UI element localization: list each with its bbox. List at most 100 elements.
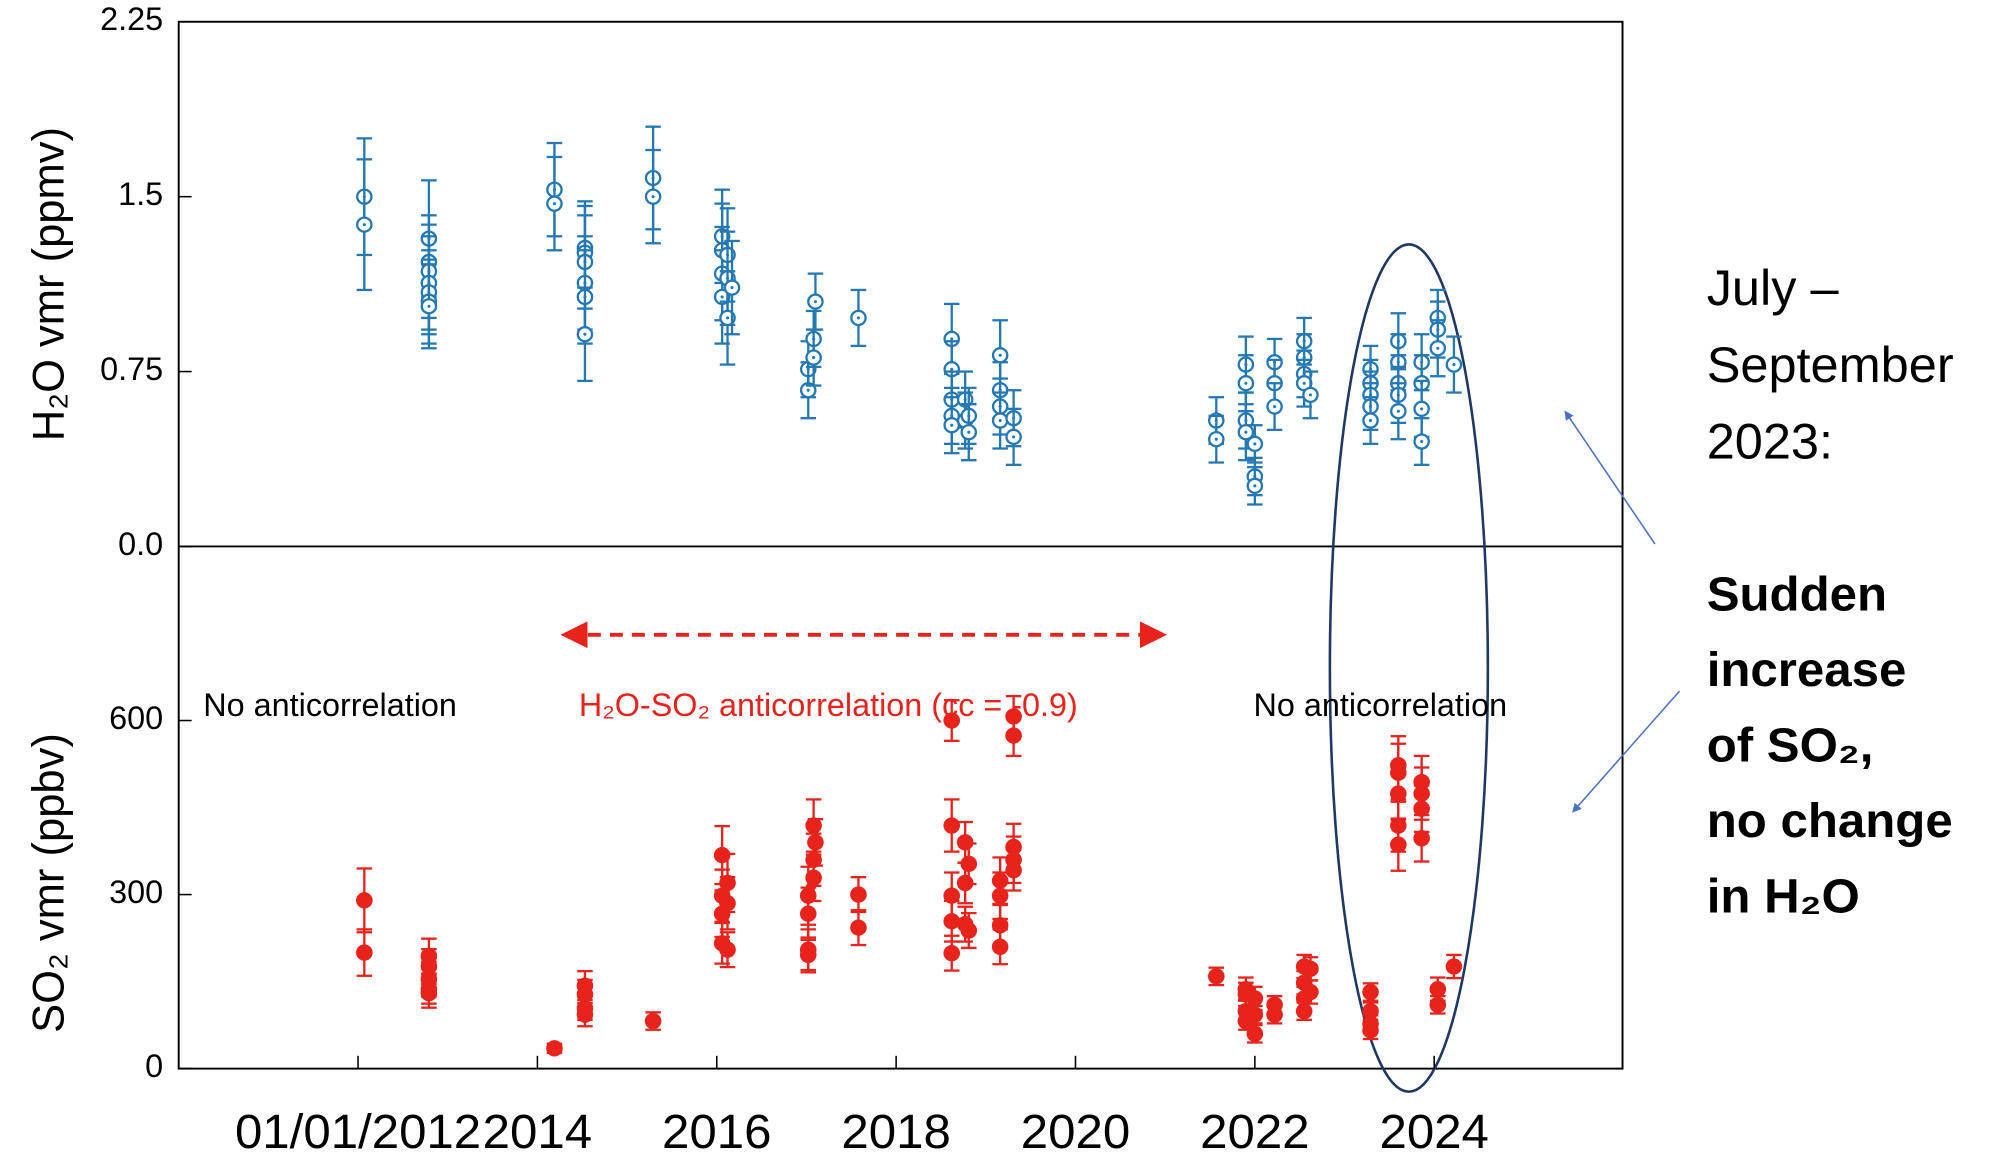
data-point xyxy=(1246,1006,1264,1023)
data-point xyxy=(1302,960,1319,978)
data-point-dot xyxy=(1452,363,1456,367)
data-point xyxy=(356,944,373,961)
x-tick-label: 2014 xyxy=(483,1105,592,1159)
data-point-dot xyxy=(1253,442,1257,446)
data-point-dot xyxy=(1420,439,1424,444)
data-point xyxy=(960,855,978,873)
data-point xyxy=(1246,990,1264,1007)
annotation: H₂O-SO₂ anticorrelation (cc = -0.9) xyxy=(579,687,1078,723)
data-point xyxy=(356,892,373,909)
data-point-dot xyxy=(998,353,1002,357)
side-note-bold: increase xyxy=(1707,643,1907,697)
y-axis-label: SO₂ vmr (ppbv) xyxy=(24,733,73,1033)
data-point-dot xyxy=(1244,381,1248,385)
data-point-dot xyxy=(725,316,730,320)
data-point-dot xyxy=(1436,346,1440,350)
data-point xyxy=(1445,958,1463,975)
side-note: 2023: xyxy=(1707,414,1833,470)
annotation: No anticorrelation xyxy=(1253,687,1507,723)
x-tick-label: 2024 xyxy=(1379,1105,1488,1159)
y-tick-label: 0.75 xyxy=(100,351,163,387)
data-point-dot xyxy=(1308,393,1312,397)
data-point-dot xyxy=(552,202,557,206)
data-point-dot xyxy=(813,300,817,304)
highlight-ellipse xyxy=(1328,243,1490,1093)
x-tick-label: 2022 xyxy=(1200,1105,1309,1159)
data-point xyxy=(943,712,961,729)
data-point xyxy=(1429,996,1447,1013)
data-point xyxy=(1413,830,1430,847)
x-tick-label: 2016 xyxy=(662,1105,771,1159)
data-point-dot xyxy=(1396,409,1400,413)
data-point xyxy=(850,919,867,936)
data-point-dot xyxy=(427,304,431,308)
data-point xyxy=(1005,862,1022,879)
y-tick-label: 0 xyxy=(145,1048,163,1084)
y-tick-label: 1.5 xyxy=(118,176,163,212)
data-point xyxy=(991,938,1009,955)
data-point-dot xyxy=(856,316,861,320)
data-point-dot xyxy=(720,295,724,299)
data-point-dot xyxy=(812,356,816,360)
data-point xyxy=(576,1006,594,1023)
data-point-dot xyxy=(1253,484,1257,488)
side-note-bold: Sudden xyxy=(1707,568,1887,622)
data-point xyxy=(943,817,961,834)
data-point-dot xyxy=(1420,407,1424,411)
data-point xyxy=(850,886,867,903)
data-point xyxy=(1362,1022,1379,1039)
data-point xyxy=(713,846,731,864)
side-notes: July – September 2023: Sudden increase of SO₂… xyxy=(1707,260,1954,923)
data-point xyxy=(1207,968,1225,985)
data-point-dot xyxy=(950,337,954,341)
data-point xyxy=(546,1040,563,1057)
data-point-dot xyxy=(1368,419,1373,423)
data-point xyxy=(1295,1002,1313,1020)
data-point-dot xyxy=(730,286,734,290)
data-point xyxy=(956,874,974,892)
y-tick-label: 2.25 xyxy=(100,1,163,37)
data-point-dot xyxy=(1214,437,1218,441)
pointer-arrow xyxy=(1572,690,1681,813)
data-point-dot xyxy=(1273,405,1277,409)
data-point xyxy=(644,1012,662,1030)
data-point-dot xyxy=(1012,435,1016,439)
data-point-dot xyxy=(967,430,971,434)
data-point xyxy=(807,834,824,851)
data-point-dot xyxy=(583,332,587,336)
data-point-dot xyxy=(950,423,954,427)
data-point xyxy=(960,922,978,939)
annotation: No anticorrelation xyxy=(203,687,457,723)
data-point xyxy=(943,913,961,930)
data-point xyxy=(1413,800,1430,817)
data-point xyxy=(956,834,974,851)
data-point xyxy=(799,946,817,964)
side-note: July – xyxy=(1707,260,1839,316)
side-note-bold: of SO₂, xyxy=(1707,719,1874,773)
y-tick-label: 0.0 xyxy=(118,526,163,562)
data-point xyxy=(943,944,961,962)
data-point xyxy=(1266,1006,1283,1023)
side-note-bold: in H₂O xyxy=(1707,870,1860,924)
data-point xyxy=(1005,727,1022,744)
y-tick-label: 600 xyxy=(109,700,163,736)
plot-frame xyxy=(177,20,1624,1070)
data-point xyxy=(719,895,736,912)
x-tick-label: 01/01/2012 xyxy=(235,1105,481,1159)
data-point xyxy=(1390,836,1407,853)
x-tick-label: 2020 xyxy=(1021,1105,1130,1159)
data-point-dot xyxy=(362,223,366,227)
y-tick-label: 300 xyxy=(109,874,163,910)
data-point xyxy=(1362,983,1379,1001)
data-point xyxy=(799,905,817,922)
data-point xyxy=(420,985,438,1002)
data-point-dot xyxy=(651,195,655,199)
side-note-bold: no change xyxy=(1707,794,1953,848)
data-point-dot xyxy=(1244,430,1248,434)
x-tick-label: 2018 xyxy=(841,1105,950,1159)
data-point xyxy=(805,869,822,886)
data-point xyxy=(1246,1025,1264,1042)
data-point xyxy=(1302,983,1319,1001)
